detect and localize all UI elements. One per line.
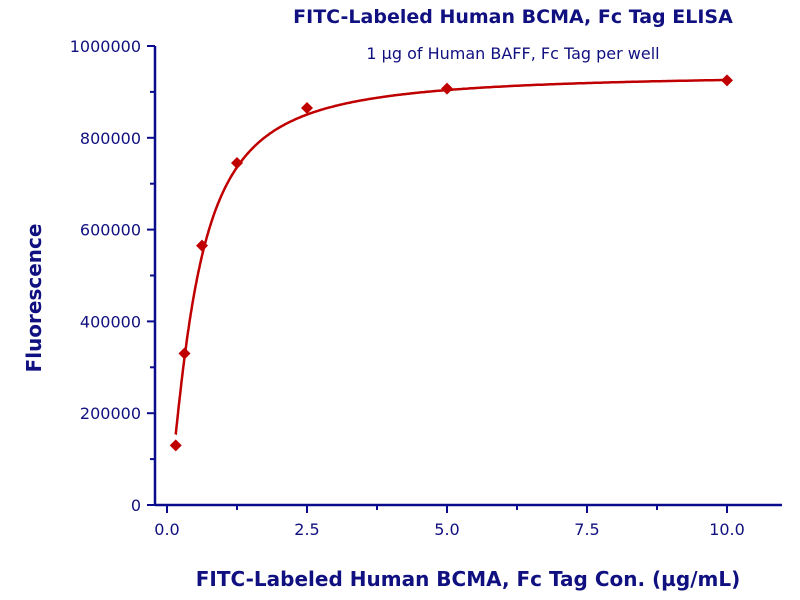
y-tick-label: 800000 [80, 129, 141, 148]
x-tick-label: 5.0 [434, 520, 459, 539]
chart-title: FITC-Labeled Human BCMA, Fc Tag ELISA [293, 6, 733, 28]
x-tick-label: 7.5 [574, 520, 599, 539]
fit-curve [174, 78, 727, 436]
data-point [231, 157, 243, 170]
data-point [441, 82, 453, 95]
data-point [301, 101, 313, 114]
y-tick-label: 200000 [80, 404, 141, 423]
y-tick-label: 1000000 [70, 37, 141, 56]
x-tick-label: 10.0 [709, 520, 745, 539]
data-point [196, 239, 208, 252]
y-tick-label: 400000 [80, 312, 141, 331]
y-tick-label: 0 [131, 496, 141, 515]
x-tick-label: 0.0 [154, 520, 179, 539]
y-axis-label: Fluorescence [22, 224, 46, 373]
x-axis-label: FITC-Labeled Human BCMA, Fc Tag Con. (µg… [196, 567, 741, 591]
data-point [169, 439, 182, 452]
data-point [178, 347, 191, 360]
data-point [721, 74, 733, 87]
x-tick-label: 2.5 [294, 520, 319, 539]
chart-subtitle: 1 µg of Human BAFF, Fc Tag per well [366, 44, 659, 63]
y-tick-label: 600000 [80, 221, 141, 240]
